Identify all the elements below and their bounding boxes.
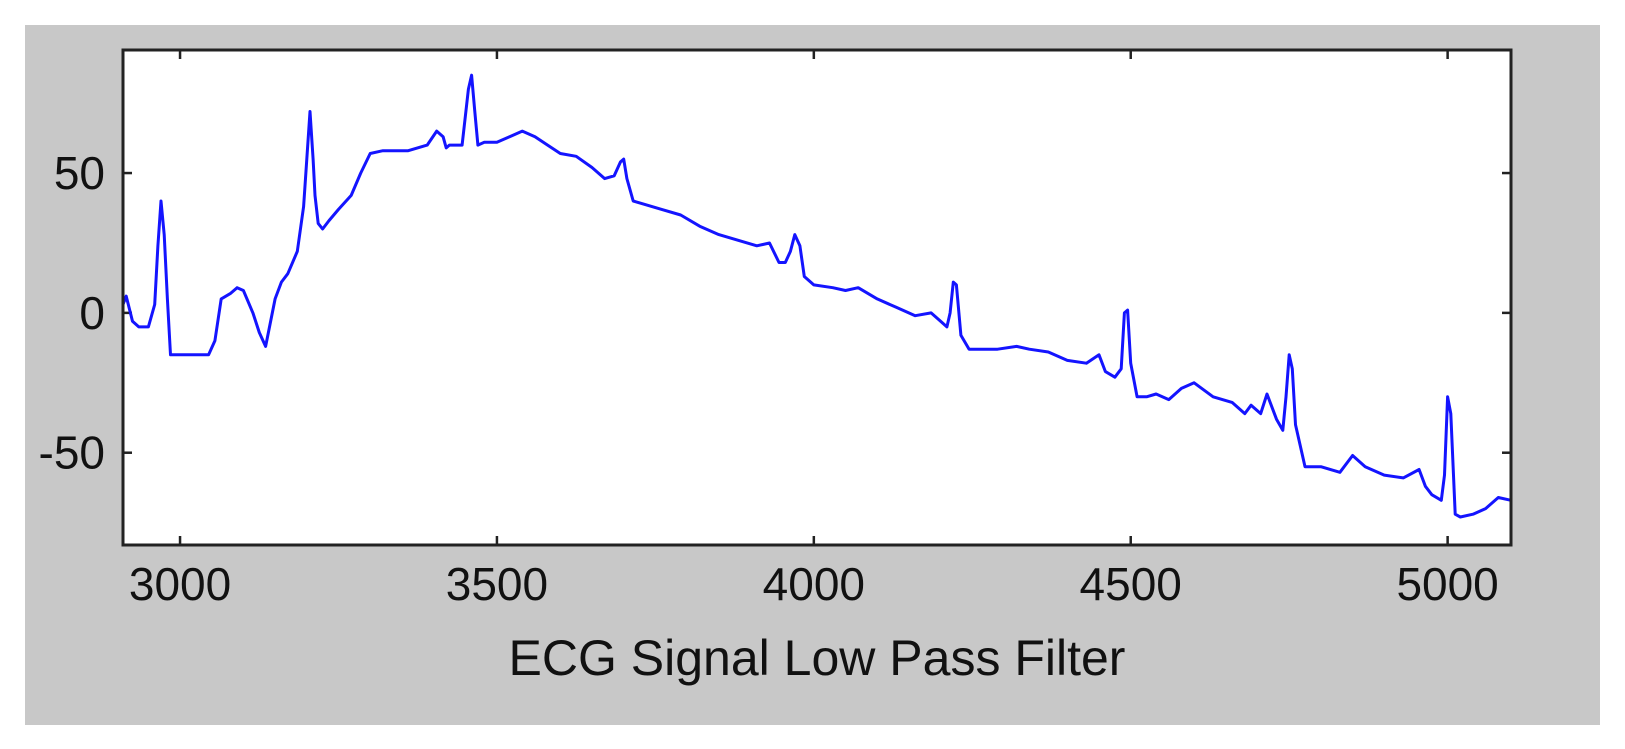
plot-frame (121, 48, 1513, 547)
y-tick-label: 50 (54, 147, 105, 199)
x-tick-label: 4000 (763, 558, 865, 610)
x-tick-label: 3500 (446, 558, 548, 610)
chart: 3000 3500 4000 4500 5000 -50 0 50 ECG Signal L… (39, 48, 1513, 686)
x-tick-label: 5000 (1396, 558, 1498, 610)
x-tick-label: 4500 (1080, 558, 1182, 610)
figure-panel: 3000 3500 4000 4500 5000 -50 0 50 ECG Signal L… (25, 25, 1600, 725)
y-tick-label: -50 (39, 427, 105, 479)
y-tick-label: 0 (79, 287, 105, 339)
x-tick-label: 3000 (129, 558, 231, 610)
data-series-group (121, 73, 1513, 519)
ecg-signal-line (121, 73, 1513, 519)
plot-area (123, 50, 1511, 545)
x-axis-label: ECG Signal Low Pass Filter (509, 630, 1126, 686)
x-tick-labels: 3000 3500 4000 4500 5000 (129, 558, 1499, 610)
y-tick-labels: -50 0 50 (39, 147, 105, 479)
